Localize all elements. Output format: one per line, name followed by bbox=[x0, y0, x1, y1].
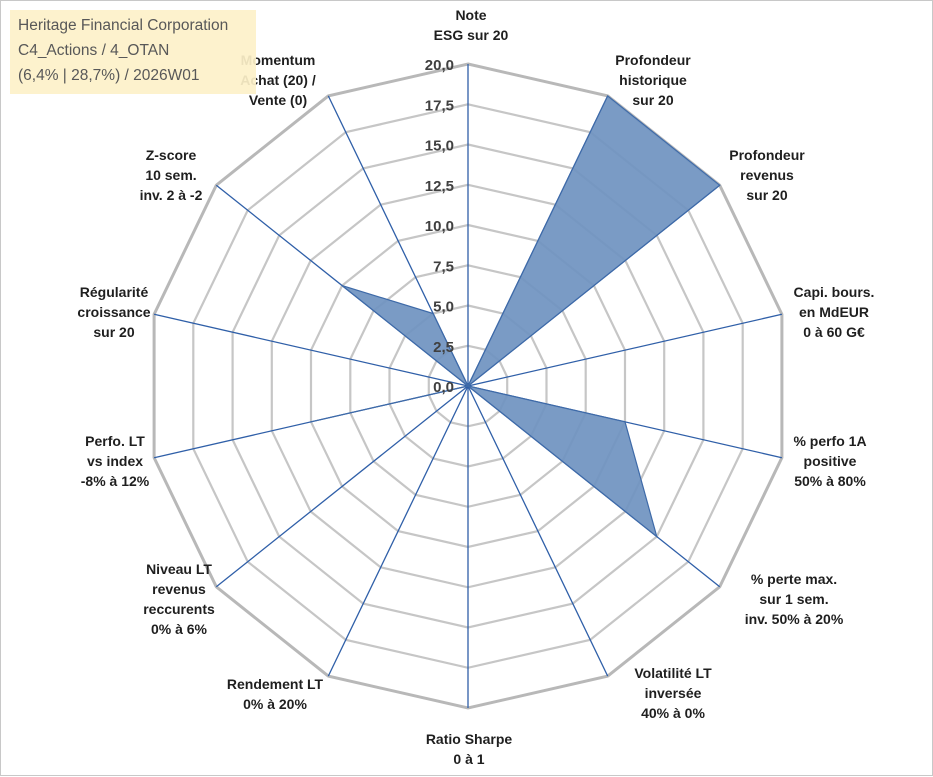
axis-label: Rendement LT 0% à 20% bbox=[227, 676, 324, 712]
axis-label-line: Niveau LT bbox=[146, 561, 212, 577]
axis-label-line: Momentum bbox=[241, 52, 316, 68]
axis-label-line: 10 sem. bbox=[145, 167, 196, 183]
radial-tick-label: 10,0 bbox=[425, 218, 454, 235]
axis-label-layer: Note ESG sur 20 Profondeur historique sur 20… bbox=[77, 7, 874, 767]
axis-label-line: sur 20 bbox=[93, 324, 134, 340]
radial-tick-label: 5,0 bbox=[433, 299, 454, 316]
radial-tick-label: 2,5 bbox=[433, 339, 454, 356]
axis-label-line: sur 20 bbox=[746, 187, 787, 203]
radial-tick-label: 12,5 bbox=[425, 178, 454, 195]
axis-label-line: reccurents bbox=[143, 601, 215, 617]
axis-label-line: Perfo. LT bbox=[85, 433, 145, 449]
axis-spoke bbox=[467, 385, 609, 677]
axis-label: Profondeur revenus sur 20 bbox=[729, 147, 805, 203]
axis-label: Momentum Achat (20) / Vente (0) bbox=[240, 52, 316, 108]
axis-label: Note ESG sur 20 bbox=[434, 7, 509, 43]
axis-label: Ratio Sharpe 0 à 1 bbox=[426, 731, 513, 767]
axis-label-line: revenus bbox=[740, 167, 794, 183]
axis-label: Niveau LT revenus reccurents 0% à 6% bbox=[143, 561, 215, 637]
axis-label-line: Rendement LT bbox=[227, 676, 324, 692]
axis-spoke bbox=[467, 313, 783, 387]
axis-label-line: 50% à 80% bbox=[794, 473, 866, 489]
axis-label-line: % perfo 1A bbox=[793, 433, 866, 449]
axis-label-line: Achat (20) / bbox=[240, 72, 316, 88]
radial-tick-label: 0,0 bbox=[433, 379, 454, 396]
axis-label: Z-score 10 sem. inv. 2 à -2 bbox=[140, 147, 203, 203]
axis-label-line: positive bbox=[804, 453, 857, 469]
axis-label-line: Profondeur bbox=[615, 52, 691, 68]
axis-label-line: vs index bbox=[87, 453, 143, 469]
axis-label-line: 40% à 0% bbox=[641, 705, 705, 721]
axis-label-line: inv. 2 à -2 bbox=[140, 187, 203, 203]
axis-label: Capi. bours. en MdEUR 0 à 60 G€ bbox=[794, 284, 875, 340]
axis-label-line: Régularité bbox=[80, 284, 149, 300]
axis-label-line: inv. 50% à 20% bbox=[745, 611, 844, 627]
axis-label-line: Profondeur bbox=[729, 147, 805, 163]
info-company: Heritage Financial Corporation bbox=[18, 17, 229, 34]
axis-label-line: Vente (0) bbox=[249, 92, 307, 108]
axis-label-line: Ratio Sharpe bbox=[426, 731, 513, 747]
radial-tick-label: 15,0 bbox=[425, 138, 454, 155]
axis-label-line: Capi. bours. bbox=[794, 284, 875, 300]
axis-label-line: Volatilité LT bbox=[634, 665, 712, 681]
series-area bbox=[310, 94, 721, 539]
axis-label: % perfo 1A positive 50% à 80% bbox=[793, 433, 866, 489]
axis-label-line: sur 1 sem. bbox=[759, 591, 828, 607]
info-box: Heritage Financial Corporation C4_Action… bbox=[10, 10, 256, 94]
axis-label-line: croissance bbox=[77, 304, 150, 320]
tick-layer: 0,0 2,5 5,0 7,5 10,0 12,5 15,0 17,5 20,0 bbox=[425, 57, 454, 396]
axis-label-line: Z-score bbox=[146, 147, 197, 163]
radial-tick-label: 7,5 bbox=[433, 258, 454, 275]
axis-spoke bbox=[215, 385, 469, 588]
axis-label-line: revenus bbox=[152, 581, 206, 597]
axis-label-line: 0% à 20% bbox=[243, 696, 307, 712]
info-period: (6,4% | 28,7%) / 2026W01 bbox=[18, 67, 200, 84]
series-layer bbox=[310, 94, 721, 539]
axis-spoke bbox=[153, 313, 469, 387]
axis-label-line: % perte max. bbox=[751, 571, 837, 587]
axis-label-line: 0 à 1 bbox=[453, 751, 484, 767]
axis-label: Régularité croissance sur 20 bbox=[77, 284, 150, 340]
axis-label: Volatilité LT inversée 40% à 0% bbox=[634, 665, 712, 721]
axis-label-line: sur 20 bbox=[632, 92, 673, 108]
axis-label: Profondeur historique sur 20 bbox=[615, 52, 691, 108]
axis-label-line: -8% à 12% bbox=[81, 473, 150, 489]
info-category: C4_Actions / 4_OTAN bbox=[18, 42, 170, 59]
axis-label-line: historique bbox=[619, 72, 687, 88]
axis-label: Perfo. LT vs index -8% à 12% bbox=[81, 433, 150, 489]
axis-label: % perte max. sur 1 sem. inv. 50% à 20% bbox=[745, 571, 844, 627]
axis-label-line: en MdEUR bbox=[799, 304, 869, 320]
axis-spoke bbox=[327, 385, 469, 677]
axis-label-line: ESG sur 20 bbox=[434, 27, 509, 43]
axis-label-line: Note bbox=[455, 7, 486, 23]
axis-label-line: 0% à 6% bbox=[151, 621, 208, 637]
axis-label-line: 0 à 60 G€ bbox=[803, 324, 865, 340]
radial-tick-label: 20,0 bbox=[425, 57, 454, 74]
radial-tick-label: 17,5 bbox=[425, 97, 454, 114]
axis-label-line: inversée bbox=[645, 685, 702, 701]
